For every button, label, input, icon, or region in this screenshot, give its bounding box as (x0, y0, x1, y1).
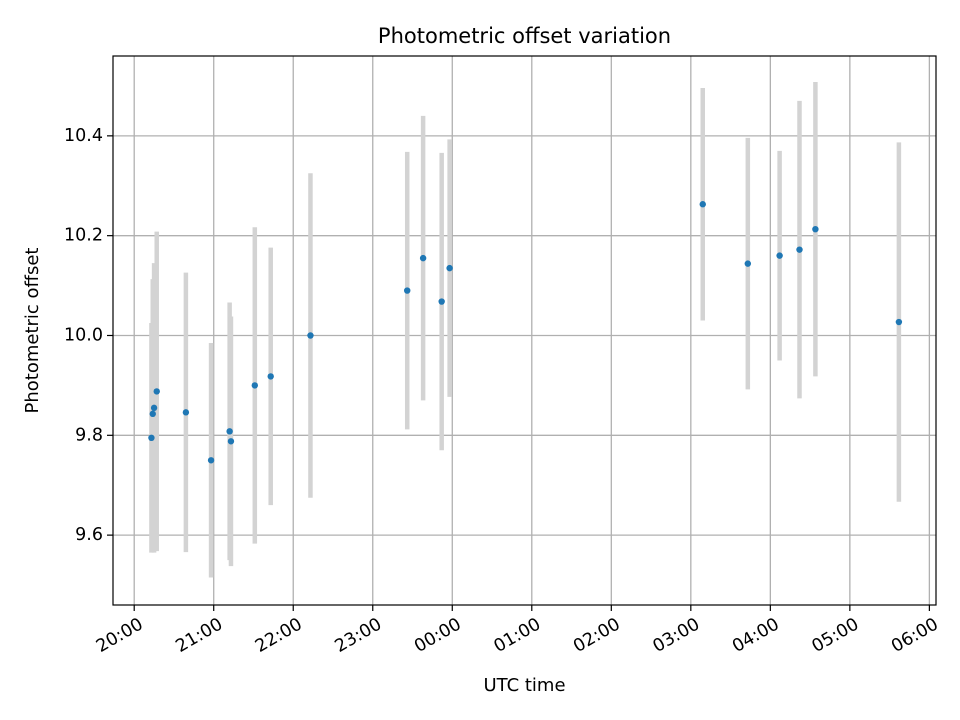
data-point (148, 434, 155, 442)
data-point (150, 404, 158, 412)
data-point (307, 332, 314, 339)
y-axis-label: Photometric offset (22, 248, 43, 414)
data-point (438, 298, 445, 305)
plot-frame (112, 55, 937, 606)
data-point (153, 388, 160, 395)
data-point (796, 246, 803, 253)
data-point (776, 252, 783, 259)
data-point (744, 260, 752, 267)
chart-title: Photometric offset variation (378, 24, 671, 48)
x-axis-label: UTC time (483, 675, 565, 696)
y-axis: 9.6 9.8 10.0 10.2 10.4 (64, 126, 113, 545)
y-tick-label: 9.8 (75, 425, 103, 445)
data-point (207, 457, 215, 464)
data-point (699, 201, 706, 208)
data-point (182, 409, 190, 416)
data-point (446, 264, 453, 272)
data-point (226, 428, 233, 435)
data-point (251, 382, 259, 389)
data-point (419, 254, 427, 262)
y-tick-label: 10.0 (64, 325, 103, 345)
data-point (404, 287, 411, 294)
data-point (149, 410, 156, 418)
data-point (895, 318, 903, 326)
y-tick-label: 9.6 (75, 525, 103, 545)
data-point (227, 438, 235, 445)
y-tick-label: 10.2 (64, 226, 103, 246)
data-points (148, 201, 903, 464)
y-tick-label: 10.4 (64, 126, 103, 146)
data-point (267, 373, 274, 380)
grid (113, 56, 936, 605)
data-point (812, 225, 819, 233)
